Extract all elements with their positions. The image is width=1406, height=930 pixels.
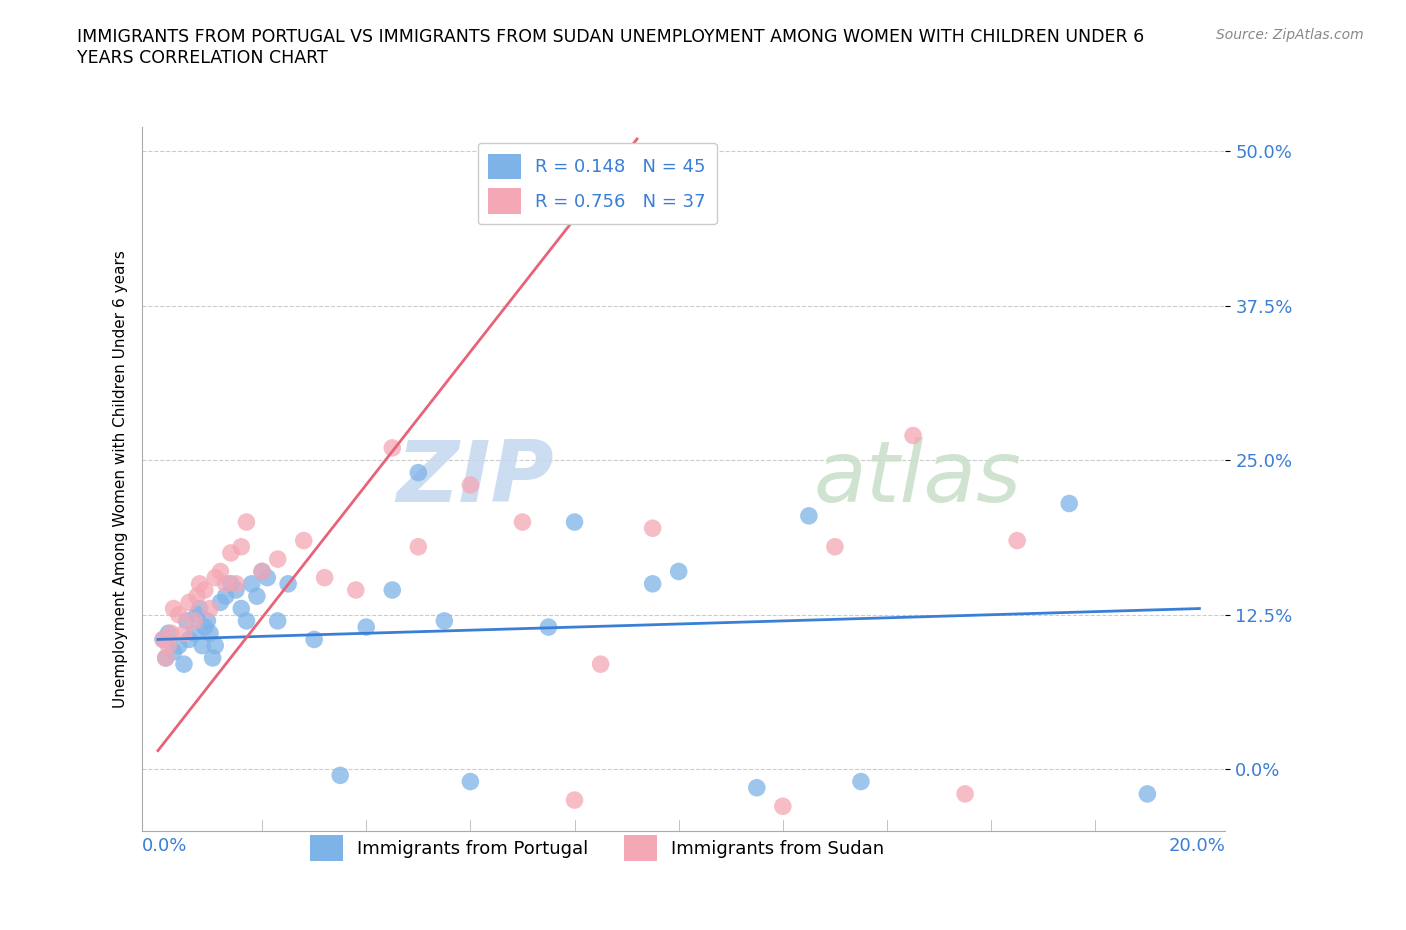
Point	[160, 626, 183, 641]
Point	[157, 638, 180, 653]
Point	[329, 768, 352, 783]
Point	[167, 607, 190, 622]
Y-axis label: Unemployment Among Women with Children Under 6 years: Unemployment Among Women with Children U…	[114, 250, 128, 708]
Point	[194, 619, 217, 634]
Point	[214, 589, 236, 604]
Point	[162, 601, 184, 616]
Point	[589, 657, 612, 671]
Point	[225, 582, 247, 597]
Point	[277, 577, 299, 591]
Point	[188, 601, 211, 616]
Point	[209, 595, 232, 610]
Legend: Immigrants from Portugal, Immigrants from Sudan: Immigrants from Portugal, Immigrants fro…	[302, 828, 891, 868]
Point	[302, 632, 325, 647]
Point	[408, 465, 430, 480]
Point	[231, 539, 253, 554]
Point	[1057, 496, 1080, 511]
Text: ZIP: ZIP	[396, 437, 554, 520]
Point	[250, 564, 273, 578]
Point	[186, 589, 208, 604]
Point	[537, 619, 560, 634]
Point	[186, 607, 208, 622]
Point	[460, 477, 482, 492]
Point	[152, 632, 174, 647]
Point	[267, 551, 290, 566]
Point	[204, 638, 226, 653]
Point	[246, 589, 269, 604]
Text: 0.0%: 0.0%	[142, 837, 187, 856]
Point	[179, 632, 201, 647]
Text: IMMIGRANTS FROM PORTUGAL VS IMMIGRANTS FROM SUDAN UNEMPLOYMENT AMONG WOMEN WITH : IMMIGRANTS FROM PORTUGAL VS IMMIGRANTS F…	[77, 28, 1144, 67]
Text: Source: ZipAtlas.com: Source: ZipAtlas.com	[1216, 28, 1364, 42]
Point	[314, 570, 336, 585]
Point	[240, 577, 263, 591]
Point	[1005, 533, 1028, 548]
Point	[1136, 787, 1159, 802]
Point	[641, 521, 664, 536]
Point	[256, 570, 278, 585]
Point	[433, 614, 456, 629]
Point	[797, 509, 820, 524]
Point	[381, 582, 404, 597]
Point	[209, 564, 232, 578]
Point	[191, 638, 214, 653]
Point	[157, 626, 180, 641]
Point	[152, 632, 174, 647]
Point	[155, 651, 177, 666]
Point	[460, 774, 482, 789]
Point	[167, 638, 190, 653]
Point	[235, 514, 257, 529]
Point	[849, 774, 872, 789]
Point	[267, 614, 290, 629]
Point	[344, 582, 367, 597]
Point	[901, 428, 924, 443]
Point	[198, 601, 221, 616]
Point	[176, 614, 198, 629]
Point	[219, 577, 242, 591]
Point	[183, 614, 205, 629]
Point	[173, 657, 195, 671]
Point	[250, 564, 273, 578]
Point	[201, 651, 224, 666]
Point	[231, 601, 253, 616]
Point	[641, 577, 664, 591]
Point	[194, 582, 217, 597]
Point	[155, 651, 177, 666]
Point	[179, 595, 201, 610]
Text: 20.0%: 20.0%	[1168, 837, 1226, 856]
Point	[408, 539, 430, 554]
Point	[173, 626, 195, 641]
Point	[188, 577, 211, 591]
Point	[354, 619, 377, 634]
Point	[381, 441, 404, 456]
Point	[235, 614, 257, 629]
Point	[292, 533, 315, 548]
Point	[162, 644, 184, 659]
Point	[824, 539, 846, 554]
Point	[198, 626, 221, 641]
Point	[512, 514, 534, 529]
Point	[772, 799, 794, 814]
Point	[564, 792, 586, 807]
Point	[204, 570, 226, 585]
Point	[219, 546, 242, 561]
Point	[197, 614, 219, 629]
Point	[745, 780, 768, 795]
Text: atlas: atlas	[814, 437, 1022, 520]
Point	[183, 626, 205, 641]
Point	[225, 577, 247, 591]
Point	[564, 514, 586, 529]
Point	[953, 787, 976, 802]
Point	[668, 564, 690, 578]
Point	[214, 577, 236, 591]
